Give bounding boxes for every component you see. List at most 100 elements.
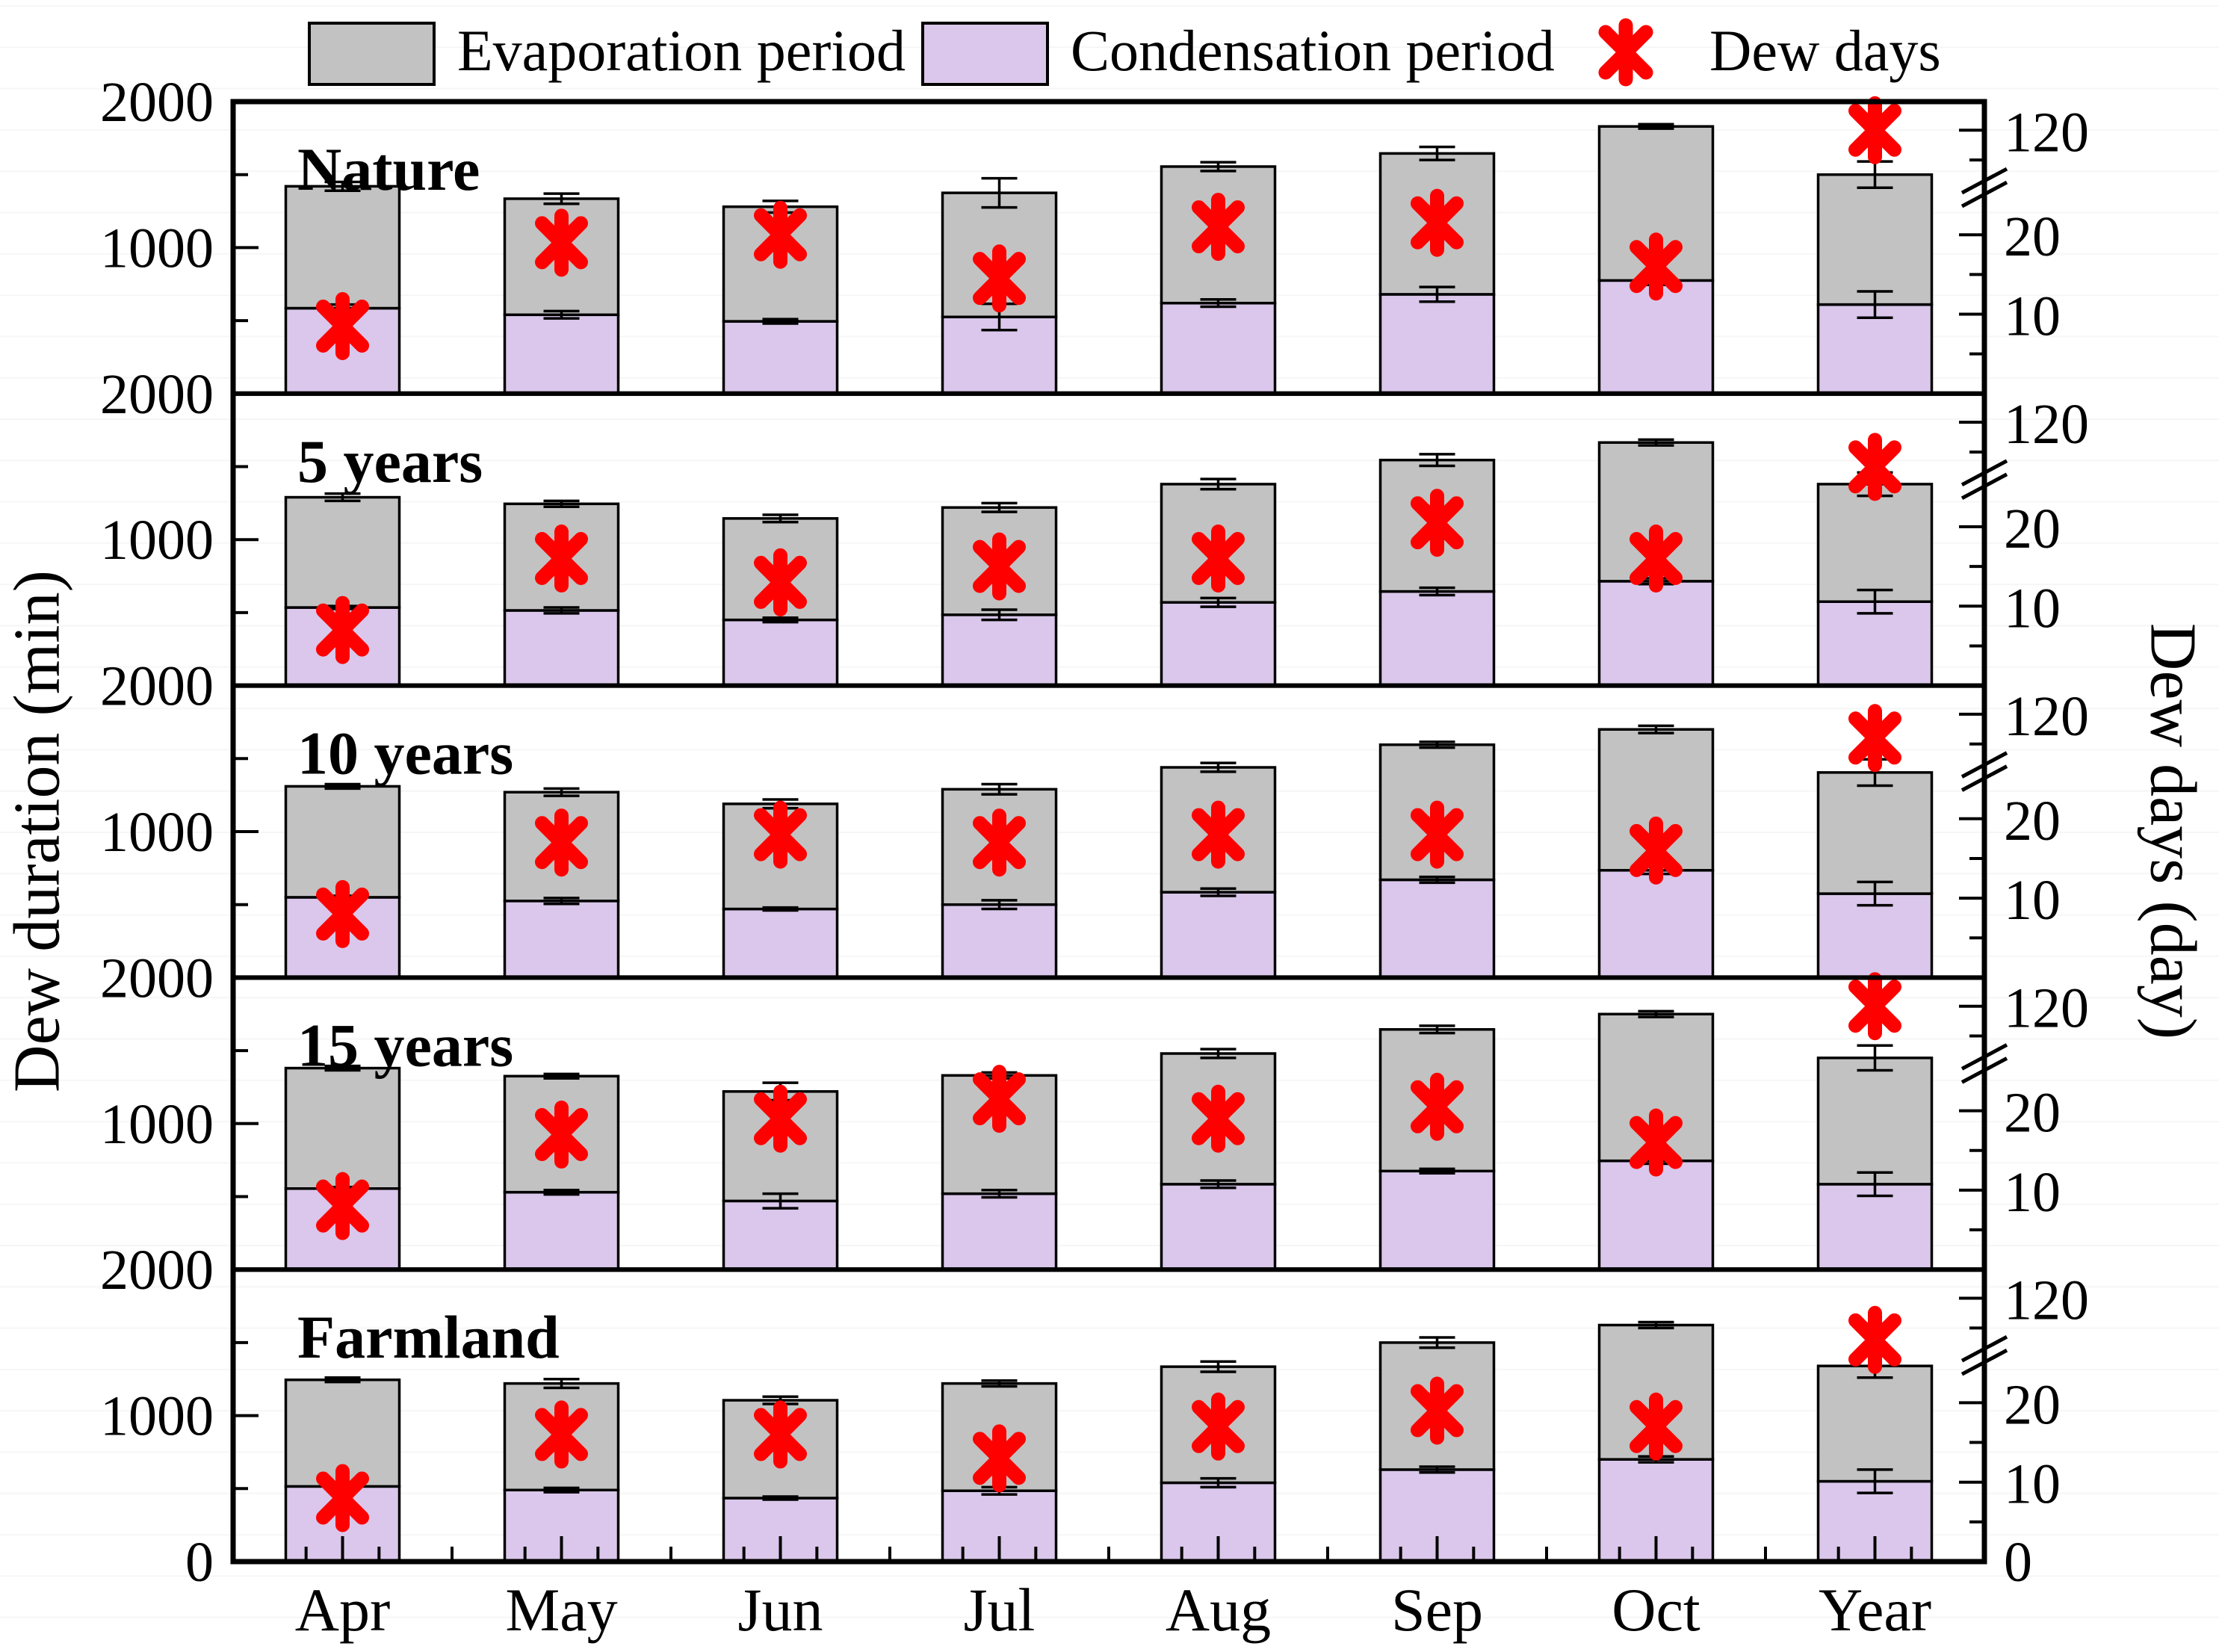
panel-nature: Nature 2000 1000 120 20 10 <box>100 71 2089 396</box>
dew-days-marker <box>1192 193 1245 262</box>
x-tick-label: Jun <box>738 1576 823 1644</box>
dew-days-marker <box>535 208 588 277</box>
bar-condensation <box>1378 293 1496 395</box>
bar-evaporation <box>1816 1364 1934 1483</box>
dew-days-marker <box>754 800 807 869</box>
bar-evaporation <box>284 785 401 899</box>
right-tick-label: 10 <box>2004 577 2061 640</box>
error-bar <box>981 899 1018 911</box>
dew-days-marker <box>973 532 1026 601</box>
bar-condensation <box>1160 1183 1277 1271</box>
dew-days-marker-icon <box>1598 18 1653 87</box>
error-bar <box>981 1379 1018 1388</box>
error-bar <box>1200 161 1237 173</box>
dew-days-marker <box>316 595 369 664</box>
error-bar <box>324 1376 361 1384</box>
error-bar <box>762 513 799 524</box>
dew-days-marker <box>1411 1072 1464 1141</box>
bar-evaporation <box>284 495 401 609</box>
dew-days-marker <box>316 291 369 360</box>
dew-days-marker <box>973 1424 1026 1493</box>
error-bar <box>1419 453 1455 468</box>
dew-days-marker <box>754 200 807 269</box>
dew-days-marker <box>535 1100 588 1169</box>
right-tick-label: 10 <box>2004 1161 2061 1224</box>
dew-days-marker <box>1192 525 1245 593</box>
legend-label-evaporation: Evaporation period <box>457 18 906 83</box>
bar-condensation <box>503 313 620 395</box>
dew-days-marker <box>1848 1305 1901 1374</box>
error-bar <box>1857 290 1893 319</box>
dew-days-marker <box>535 525 588 593</box>
bar-condensation <box>941 903 1058 980</box>
dew-days-marker <box>316 1172 369 1240</box>
error-bar <box>981 782 1018 796</box>
x-tick-label: Jul <box>964 1576 1036 1644</box>
error-bar <box>1857 1468 1893 1494</box>
error-bar <box>543 1072 580 1080</box>
bar-evaporation <box>1816 483 1934 603</box>
panel-5-years: 5 years 2000 1000 120 20 10 <box>100 363 2089 688</box>
condensation-swatch <box>921 22 1049 86</box>
error-bar <box>762 1192 799 1210</box>
error-bar <box>1419 1336 1455 1349</box>
error-bar <box>1857 588 1893 615</box>
panel-title: 15 years <box>297 1011 513 1079</box>
error-bar <box>1200 1360 1237 1373</box>
bar-condensation <box>1378 878 1496 980</box>
error-bar <box>543 309 580 320</box>
error-bar <box>981 1188 1018 1199</box>
dew-days-marker <box>973 244 1026 313</box>
left-tick-label: 1000 <box>100 217 214 279</box>
bar-evaporation <box>284 185 401 310</box>
right-tick-label: 120 <box>2004 101 2089 164</box>
error-bar <box>1200 887 1237 897</box>
left-axis-title: Dew duration (min) <box>1 570 74 1092</box>
right-tick-label: 20 <box>2004 498 2061 560</box>
plot-frame <box>230 99 1987 1565</box>
right-tick-label: 20 <box>2004 790 2061 853</box>
error-bar <box>543 1188 580 1196</box>
dew-days-marker <box>973 1065 1026 1133</box>
error-bar <box>543 897 580 906</box>
left-tick-label: 1000 <box>100 509 214 572</box>
bar-condensation <box>1378 1169 1496 1271</box>
error-bar <box>324 1064 361 1072</box>
right-tick-label: 120 <box>2004 977 2089 1040</box>
left-tick-label: 0 <box>185 1531 214 1594</box>
error-bar <box>324 492 361 503</box>
error-bar <box>543 787 580 797</box>
bar-evaporation <box>1816 771 1934 895</box>
bar-evaporation <box>284 1066 401 1190</box>
x-tick-label: Apr <box>295 1576 391 1644</box>
right-tick-label: 0 <box>2004 1531 2032 1594</box>
error-bar <box>762 318 799 325</box>
error-bar <box>981 176 1018 209</box>
error-bar <box>1419 1465 1455 1474</box>
error-bar <box>762 1495 799 1501</box>
error-bar <box>1857 880 1893 907</box>
bar-condensation <box>1160 891 1277 980</box>
error-bar <box>1638 438 1674 447</box>
panel-farmland: Farmland 2000 1000 0 120 20 10 0 <box>100 1239 2089 1594</box>
bar-evaporation <box>1816 1057 1934 1186</box>
dew-days-marker <box>535 808 588 877</box>
bar-condensation <box>722 618 839 687</box>
right-tick-label: 120 <box>2004 685 2089 748</box>
error-bar <box>543 606 580 615</box>
error-bar <box>324 180 361 192</box>
left-tick-label: 1000 <box>100 1093 214 1156</box>
evaporation-swatch <box>308 22 436 86</box>
bar-condensation <box>1378 590 1496 687</box>
dew-days-marker <box>1630 525 1683 593</box>
dew-days-marker <box>1411 489 1464 557</box>
error-bar <box>1200 1048 1237 1059</box>
error-bar <box>543 1486 580 1494</box>
dew-days-marker <box>1630 1392 1683 1461</box>
error-bar <box>762 906 799 912</box>
error-bar <box>1200 1476 1237 1489</box>
error-bar <box>1200 761 1237 773</box>
error-bar <box>1857 1171 1893 1198</box>
left-tick-label: 2000 <box>100 1239 214 1302</box>
bar-condensation <box>1160 301 1277 395</box>
